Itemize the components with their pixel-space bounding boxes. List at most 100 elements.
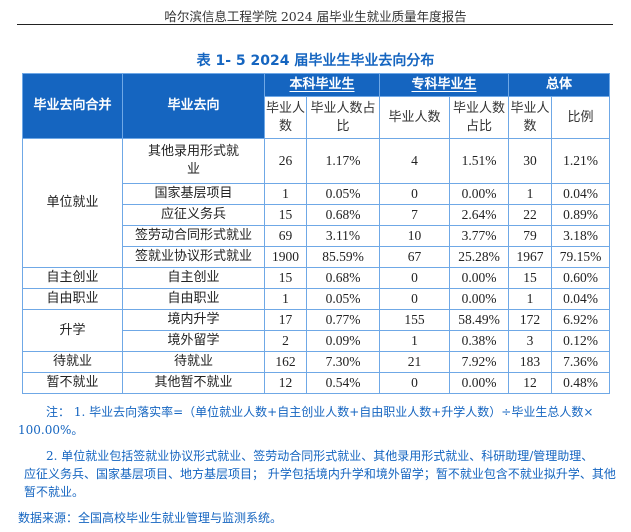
jc-ratio-cell: 25.28% <box>449 246 509 268</box>
tot-count-cell: 3 <box>508 330 552 352</box>
tot-count-cell: 30 <box>508 138 552 184</box>
header-ug-ratio: 毕业人数占比 <box>306 96 380 139</box>
tot-ratio-cell: 0.04% <box>551 288 610 310</box>
note-1: 注： 1. 毕业去向落实率=（单位就业人数+自主创业人数+自由职业人数+升学人数… <box>46 405 594 419</box>
ug-count-cell: 1 <box>264 183 307 205</box>
table-notes: 注： 1. 毕业去向落实率=（单位就业人数+自主创业人数+自由职业人数+升学人数… <box>0 403 631 527</box>
ug-count-cell: 12 <box>264 372 307 394</box>
tot-ratio-cell: 3.18% <box>551 225 610 247</box>
jc-ratio-cell: 0.00% <box>449 288 509 310</box>
jc-ratio-cell: 0.00% <box>449 267 509 289</box>
table-row: 暂不就业 其他暂不就业 12 0.54% 0 0.00% 12 0.48% <box>22 372 610 394</box>
tot-count-cell: 1 <box>508 288 552 310</box>
jc-count-cell: 155 <box>379 309 450 331</box>
item-cell: 签劳动合同形式就业 <box>122 225 265 247</box>
table-row: 签就业协议形式就业 1900 85.59% 67 25.28% 1967 79.… <box>23 246 610 268</box>
jc-ratio-cell: 58.49% <box>449 309 509 331</box>
jc-count-cell: 0 <box>379 288 450 310</box>
tot-count-cell: 15 <box>508 267 552 289</box>
item-cell: 境内升学 <box>122 309 265 331</box>
jc-ratio-cell: 0.00% <box>449 372 509 394</box>
group-cell: 单位就业 <box>22 138 123 268</box>
jc-count-cell: 10 <box>379 225 450 247</box>
header-group: 毕业去向合并 <box>22 73 123 139</box>
tot-ratio-cell: 7.36% <box>551 351 610 373</box>
tot-ratio-cell: 0.89% <box>551 204 610 226</box>
tot-ratio-cell: 0.04% <box>551 183 610 205</box>
ug-ratio-cell: 3.11% <box>306 225 380 247</box>
tot-count-cell: 79 <box>508 225 552 247</box>
item-cell: 签就业协议形式就业 <box>122 246 265 268</box>
header-tot-ratio: 比例 <box>551 96 610 139</box>
header-tot-count: 毕业人数 <box>508 96 552 139</box>
ug-ratio-cell: 0.05% <box>306 288 380 310</box>
jc-count-cell: 0 <box>379 183 450 205</box>
group-cell: 升学 <box>22 309 123 352</box>
tot-count-cell: 12 <box>508 372 552 394</box>
jc-count-cell: 4 <box>379 138 450 184</box>
note-1-continued: 100.00%。 <box>18 423 84 437</box>
tot-ratio-cell: 1.21% <box>551 138 610 184</box>
ug-ratio-cell: 0.54% <box>306 372 380 394</box>
ug-count-cell: 1 <box>264 288 307 310</box>
ug-count-cell: 26 <box>264 138 307 184</box>
running-header: 哈尔滨信息工程学院 2024 届毕业生就业质量年度报告 <box>164 9 467 24</box>
header-ug-count: 毕业人数 <box>264 96 307 139</box>
item-cell: 境外留学 <box>122 330 265 352</box>
jc-count-cell: 0 <box>379 267 450 289</box>
tot-ratio-cell: 79.15% <box>551 246 610 268</box>
table-caption: 表 1- 5 2024 届毕业生毕业去向分布 <box>196 53 435 69</box>
jc-count-cell: 21 <box>379 351 450 373</box>
header-junior: 专科毕业生 <box>379 73 509 97</box>
tot-ratio-cell: 0.48% <box>551 372 610 394</box>
header-total: 总体 <box>508 73 610 97</box>
ug-count-cell: 1900 <box>264 246 307 268</box>
tot-count-cell: 172 <box>508 309 552 331</box>
ug-ratio-cell: 0.68% <box>306 267 380 289</box>
item-cell: 其他暂不就业 <box>122 372 265 394</box>
tot-ratio-cell: 0.12% <box>551 330 610 352</box>
note-2-continued: 应征义务兵、国家基层项目、地方基层项目； 升学包括境内升学和境外留学；暂不就业包… <box>24 467 616 499</box>
tot-count-cell: 1 <box>508 183 552 205</box>
jc-count-cell: 1 <box>379 330 450 352</box>
ug-ratio-cell: 7.30% <box>306 351 380 373</box>
ug-ratio-cell: 0.09% <box>306 330 380 352</box>
ug-ratio-cell: 0.77% <box>306 309 380 331</box>
item-cell: 待就业 <box>122 351 265 373</box>
table-row: 升学 境内升学 17 0.77% 155 58.49% 172 6.92% <box>22 309 610 352</box>
note-2: 2. 单位就业包括签就业协议形式就业、签劳动合同形式就业、其他录用形式就业、科研… <box>46 449 594 463</box>
ug-count-cell: 15 <box>264 204 307 226</box>
item-cell: 自主创业 <box>122 267 265 289</box>
group-cell: 自由职业 <box>22 288 123 310</box>
ug-ratio-cell: 0.05% <box>306 183 380 205</box>
item-cell: 国家基层项目 <box>122 183 265 205</box>
group-cell: 自主创业 <box>22 267 123 289</box>
ug-count-cell: 17 <box>264 309 307 331</box>
jc-count-cell: 67 <box>379 246 450 268</box>
ug-count-cell: 162 <box>264 351 307 373</box>
header-rule <box>17 24 613 25</box>
group-cell: 暂不就业 <box>22 372 123 394</box>
ug-count-cell: 2 <box>264 330 307 352</box>
header-jc-count: 毕业人数 <box>379 96 450 139</box>
ug-ratio-cell: 0.68% <box>306 204 380 226</box>
jc-ratio-cell: 0.38% <box>449 330 509 352</box>
group-cell: 待就业 <box>22 351 123 373</box>
graduation-destination-table: 毕业去向合并 毕业去向 本科毕业生 专科毕业生 总体 毕业人数 毕业人数占比 毕… <box>22 73 610 394</box>
ug-ratio-cell: 85.59% <box>306 246 380 268</box>
ug-ratio-cell: 1.17% <box>306 138 380 184</box>
table-row: 待就业 待就业 162 7.30% 21 7.92% 183 7.36% <box>22 351 610 373</box>
tot-count-cell: 183 <box>508 351 552 373</box>
jc-count-cell: 0 <box>379 372 450 394</box>
tot-ratio-cell: 6.92% <box>551 309 610 331</box>
item-cell: 其他录用形式就业 <box>122 138 265 184</box>
table-row: 自由职业 自由职业 1 0.05% 0 0.00% 1 0.04% <box>22 288 610 310</box>
tot-ratio-cell: 0.60% <box>551 267 610 289</box>
data-source: 数据来源：全国高校毕业生就业管理与监测系统。 <box>18 511 283 525</box>
table-row: 自主创业 自主创业 15 0.68% 0 0.00% 15 0.60% <box>22 267 610 289</box>
jc-ratio-cell: 1.51% <box>449 138 509 184</box>
jc-ratio-cell: 0.00% <box>449 183 509 205</box>
item-cell: 应征义务兵 <box>122 204 265 226</box>
jc-ratio-cell: 3.77% <box>449 225 509 247</box>
header-jc-ratio: 毕业人数占比 <box>449 96 509 139</box>
